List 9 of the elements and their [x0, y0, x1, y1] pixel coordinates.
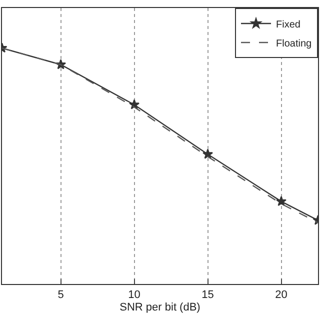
x-tick-label: 10 — [128, 289, 140, 302]
point — [129, 99, 140, 110]
x-tick-label: 20 — [275, 289, 288, 302]
point — [202, 148, 214, 159]
legend-label: Floating — [276, 38, 312, 50]
x-axis-title: SNR per bit (dB) — [120, 301, 200, 314]
x-tick-label: 5 — [58, 289, 64, 302]
legend-label: Fixed — [276, 19, 300, 30]
x-tick-label: 15 — [202, 289, 214, 302]
